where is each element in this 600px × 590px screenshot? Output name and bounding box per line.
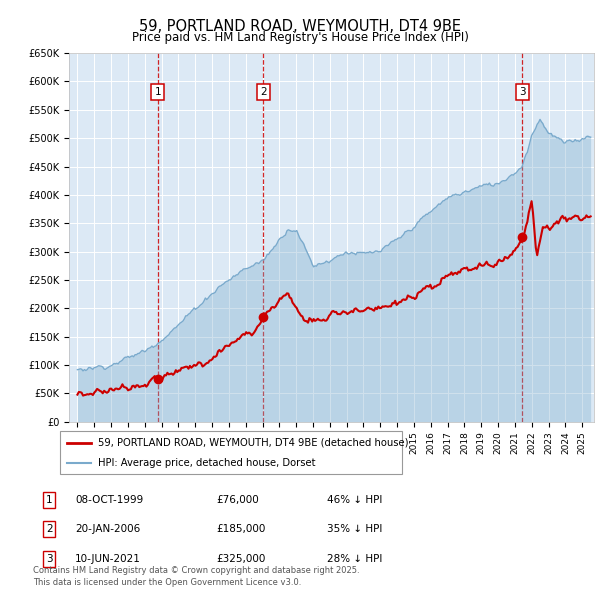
- Text: 20-JAN-2006: 20-JAN-2006: [75, 525, 140, 534]
- FancyBboxPatch shape: [60, 431, 402, 474]
- Text: 59, PORTLAND ROAD, WEYMOUTH, DT4 9BE: 59, PORTLAND ROAD, WEYMOUTH, DT4 9BE: [139, 19, 461, 34]
- Text: 28% ↓ HPI: 28% ↓ HPI: [327, 554, 382, 563]
- Text: £76,000: £76,000: [216, 495, 259, 504]
- Text: Price paid vs. HM Land Registry's House Price Index (HPI): Price paid vs. HM Land Registry's House …: [131, 31, 469, 44]
- Text: 2: 2: [260, 87, 266, 97]
- Text: £185,000: £185,000: [216, 525, 265, 534]
- Text: 2: 2: [46, 525, 53, 534]
- Text: 46% ↓ HPI: 46% ↓ HPI: [327, 495, 382, 504]
- Text: 35% ↓ HPI: 35% ↓ HPI: [327, 525, 382, 534]
- Text: 08-OCT-1999: 08-OCT-1999: [75, 495, 143, 504]
- Text: 3: 3: [46, 554, 53, 563]
- Text: HPI: Average price, detached house, Dorset: HPI: Average price, detached house, Dors…: [98, 458, 315, 468]
- Text: 3: 3: [519, 87, 526, 97]
- Text: 10-JUN-2021: 10-JUN-2021: [75, 554, 141, 563]
- Text: 1: 1: [154, 87, 161, 97]
- Text: 59, PORTLAND ROAD, WEYMOUTH, DT4 9BE (detached house): 59, PORTLAND ROAD, WEYMOUTH, DT4 9BE (de…: [98, 438, 408, 448]
- Text: £325,000: £325,000: [216, 554, 265, 563]
- Text: Contains HM Land Registry data © Crown copyright and database right 2025.
This d: Contains HM Land Registry data © Crown c…: [33, 566, 359, 587]
- Text: 1: 1: [46, 495, 53, 504]
